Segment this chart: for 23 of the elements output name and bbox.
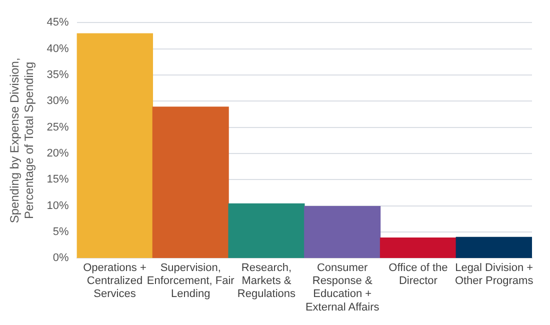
y-tick-label: 30%: [46, 95, 70, 108]
y-tick-label: 25%: [46, 121, 70, 134]
y-tick-label: 20%: [46, 148, 70, 160]
bar: [456, 236, 532, 258]
bar: [380, 237, 456, 258]
x-tick-label: Supervision, Enforcement, Fair Lending: [146, 262, 235, 300]
x-tick-label: Research, Markets & Regulations: [237, 262, 296, 300]
x-tick-label: Consumer Response & Education + External Affairs: [305, 262, 380, 314]
y-axis-title: Spending by Expense Division, Percentage of Total Spending: [8, 58, 36, 224]
x-tick-label: Operations + Centralized Services: [83, 262, 146, 300]
x-tick-label: Office of the Director: [388, 262, 448, 288]
y-tick-label: 45%: [46, 16, 70, 29]
bar: [304, 206, 381, 258]
bar: [76, 33, 154, 258]
bar: [228, 203, 305, 258]
x-tick-label: Legal Division + Other Programs: [454, 262, 534, 288]
y-tick-label: 0%: [52, 252, 70, 264]
y-tick-label: 40%: [46, 42, 70, 55]
y-tick-label: 10%: [46, 200, 70, 212]
bar: [152, 106, 229, 258]
y-tick-label: 5%: [52, 226, 70, 238]
y-tick-label: 15%: [46, 174, 70, 186]
y-tick-label: 35%: [46, 68, 70, 81]
